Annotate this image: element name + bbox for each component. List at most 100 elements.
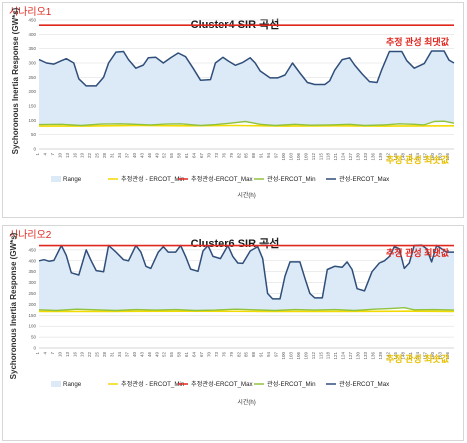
- x-tick-label: 4: [42, 352, 47, 355]
- x-tick-label: 151: [408, 153, 413, 161]
- x-tick-label: 34: [117, 153, 122, 159]
- y-axis-label: Sychoronous Inertia Response (GW*s): [11, 7, 20, 154]
- x-tick-label: 19: [80, 352, 85, 358]
- x-tick-label: 118: [326, 153, 331, 161]
- x-tick-label: 46: [147, 153, 152, 159]
- x-tick-label: 70: [206, 352, 211, 358]
- x-tick-label: 67: [199, 153, 204, 159]
- legend-label: 관성-ERCOT_Max: [339, 380, 390, 388]
- x-tick-label: 142: [385, 352, 390, 360]
- x-tick-label: 25: [95, 352, 100, 358]
- x-tick-label: 166: [445, 153, 450, 161]
- x-tick-label: 106: [296, 153, 301, 161]
- x-tick-label: 31: [110, 153, 115, 159]
- cluster6-sir-chart: 시나리오2 Cluster6 SIR 곡선 Sychoronous Inertia …: [9, 229, 455, 406]
- x-tick-label: 97: [274, 352, 279, 358]
- x-tick-label: 145: [393, 153, 398, 161]
- x-tick-label: 58: [177, 153, 182, 159]
- x-tick-label: 154: [415, 153, 420, 161]
- x-tick-label: 73: [214, 153, 219, 159]
- x-tick-label: 61: [184, 352, 189, 358]
- inertia-min-line: [38, 120, 455, 127]
- x-tick-label: 43: [139, 352, 144, 358]
- legend-label: Range: [63, 176, 82, 183]
- x-tick-label: 127: [348, 352, 353, 360]
- annotation-max: 추정 관성 최댓값: [386, 247, 450, 258]
- x-tick-label: 31: [110, 352, 115, 358]
- x-tick-label: 22: [87, 153, 92, 159]
- x-tick-label: 49: [154, 153, 159, 159]
- x-tick-label: 121: [333, 153, 338, 161]
- inertia-max-line: [38, 244, 454, 300]
- range-area: [39, 51, 454, 126]
- x-tick-label: 28: [102, 352, 107, 358]
- x-tick-label: 112: [311, 153, 316, 161]
- y-axis-label: Sychoronous Inertia Response (GW*s): [9, 232, 18, 379]
- y-tick-label: 0: [33, 346, 36, 351]
- x-tick-label: 85: [244, 352, 249, 358]
- chart-panel-cluster4: 시나리오1 Cluster4 SIR 곡선 Sychoronous Inertia …: [2, 2, 464, 218]
- scenario-label: 시나리오1: [9, 6, 52, 18]
- x-tick-label: 127: [348, 153, 353, 161]
- x-tick-label: 64: [192, 352, 197, 358]
- y-tick-label: 50: [31, 132, 37, 137]
- legend-label: 추정관성 - ERCOT_Min: [121, 380, 185, 388]
- x-tick-label: 70: [206, 153, 211, 159]
- x-tick-label: 103: [288, 153, 293, 161]
- x-tick-label: 37: [124, 352, 129, 358]
- y-tick-label: 300: [28, 61, 36, 66]
- x-tick-label: 94: [266, 352, 271, 358]
- cluster4-sir-chart: 시나리오1 Cluster4 SIR 곡선 Sychoronous Inertia …: [9, 6, 455, 199]
- x-tick-label: 55: [169, 352, 174, 358]
- x-tick-label: 115: [318, 352, 323, 360]
- x-tick-label: 118: [326, 352, 331, 360]
- x-tick-label: 142: [385, 153, 390, 161]
- x-tick-label: 52: [162, 153, 167, 159]
- x-tick-label: 22: [87, 352, 92, 358]
- x-tick-label: 76: [221, 352, 226, 358]
- y-tick-label: 150: [28, 104, 36, 109]
- legend-label: Range: [63, 381, 82, 388]
- x-tick-label: 10: [57, 153, 62, 159]
- x-tick-label: 52: [162, 352, 167, 358]
- x-tick-label: 109: [303, 352, 308, 360]
- x-tick-label: 55: [169, 153, 174, 159]
- x-tick-label: 34: [117, 352, 122, 358]
- x-tick-label: 58: [177, 352, 182, 358]
- x-tick-label: 130: [356, 352, 361, 360]
- legend-label: 추정관성-ERCOT_Max: [191, 175, 254, 183]
- x-tick-label: 85: [244, 153, 249, 159]
- x-tick-label: 64: [192, 153, 197, 159]
- x-tick-label: 157: [423, 352, 428, 360]
- x-tick-label: 82: [236, 352, 241, 358]
- chart-title: Cluster6 SIR 곡선: [191, 236, 280, 250]
- annotation-min: 추정 관성 최솟값: [386, 353, 450, 364]
- y-tick-label: 0: [33, 147, 36, 152]
- x-tick-label: 133: [363, 352, 368, 360]
- x-tick-label: 88: [251, 352, 256, 358]
- y-tick-label: 50: [31, 335, 37, 340]
- x-tick-label: 136: [370, 352, 375, 360]
- x-axis-label: 시간(h): [237, 191, 255, 199]
- x-tick-label: 97: [274, 153, 279, 159]
- legend-label: 관성-ERCOT_Min: [267, 175, 316, 183]
- x-tick-label: 67: [199, 352, 204, 358]
- y-tick-label: 400: [28, 258, 36, 263]
- x-tick-label: 19: [80, 153, 85, 159]
- x-tick-label: 88: [251, 153, 256, 159]
- x-tick-label: 124: [341, 352, 346, 360]
- y-tick-label: 450: [28, 247, 36, 252]
- x-tick-label: 154: [415, 352, 420, 360]
- x-tick-label: 121: [333, 352, 338, 360]
- x-tick-label: 40: [132, 352, 137, 358]
- x-tick-label: 13: [65, 153, 70, 159]
- y-tick-label: 400: [28, 32, 36, 37]
- x-tick-label: 163: [438, 153, 443, 161]
- y-tick-label: 200: [28, 302, 36, 307]
- x-tick-label: 91: [259, 153, 264, 159]
- x-tick-label: 4: [42, 153, 47, 156]
- x-tick-label: 73: [214, 352, 219, 358]
- legend-label: 추정관성 - ERCOT_Min: [121, 175, 185, 183]
- y-tick-label: 100: [28, 118, 36, 123]
- y-tick-label: 350: [28, 269, 36, 274]
